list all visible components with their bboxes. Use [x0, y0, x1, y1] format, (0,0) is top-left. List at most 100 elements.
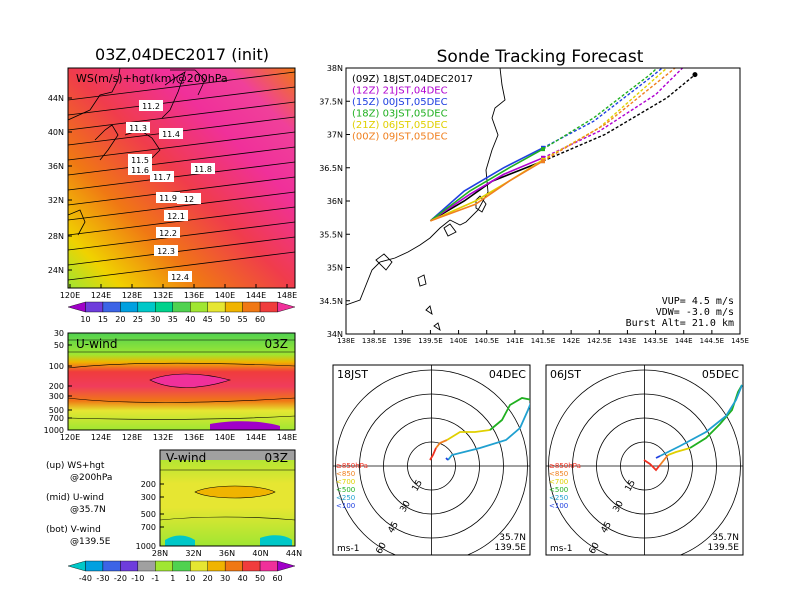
- hodograph-ring-label: 60: [588, 541, 603, 556]
- v-colorbar: -40 -30 -20 -10 -1 1 10 20 30 40 50 60: [67, 560, 296, 583]
- track-line-solid: [430, 160, 544, 222]
- track-lon-tick: 139.5E: [418, 337, 442, 345]
- hodograph-trace: [659, 454, 669, 466]
- burst-param: Burst Alt= 21.0 km: [626, 318, 734, 329]
- uwind-x-tick: 132E: [153, 433, 173, 442]
- vwind-frame: [159, 449, 296, 547]
- map-lon-tick: 136E: [184, 291, 204, 300]
- track-lon-tick: 139E: [393, 337, 411, 345]
- map-lon-tick: 124E: [91, 291, 111, 300]
- hodograph-unit: ms-1: [337, 544, 359, 554]
- hodograph-trace: [655, 455, 661, 459]
- track-legend-item: (00Z) 09JST,05DEC: [352, 132, 448, 143]
- vwind-time: 03Z: [265, 451, 289, 465]
- map-frame: [67, 67, 296, 289]
- vdw-param: VDW= -3.0 m/s: [656, 307, 734, 318]
- note-line: @139.5E: [70, 537, 111, 547]
- uwind-x-tick: 144E: [246, 433, 266, 442]
- contour-label: 11.8: [194, 165, 212, 174]
- v-colorbar-label: 50: [255, 574, 265, 583]
- hodograph-unit: ms-1: [550, 544, 572, 554]
- panel-descriptions: (up) WS+hgt @200hPa (mid) U-wind @35.7N (bot…: [46, 461, 112, 547]
- contour-label: 11.6: [131, 166, 149, 175]
- hodograph-ring-label: 45: [387, 520, 401, 535]
- uwind-label: U-wind: [76, 337, 117, 351]
- track-lat-ticks: 38N 37.5N 37N 36.5N 36N 35.5N 35N 34.5N 34N: [319, 64, 350, 339]
- track-lat-tick: 35N: [327, 264, 343, 273]
- ws-colorbar-label: 40: [185, 315, 195, 324]
- hodograph-trace: [446, 429, 491, 441]
- v-colorbar-label: -10: [131, 574, 144, 583]
- track-lon-tick: 142.5E: [587, 337, 611, 345]
- contour-label: 11.9: [159, 194, 177, 203]
- hodograph-level-legend: <500: [549, 486, 568, 494]
- contour-label: 11.2: [142, 102, 160, 111]
- track-lon-tick: 144E: [675, 337, 693, 345]
- hodograph-ring-label: 15: [411, 478, 425, 493]
- hodograph-lon: 139.5E: [495, 543, 527, 553]
- vwind-x-tick: 32N: [185, 549, 201, 558]
- hodograph-trace: [447, 402, 530, 461]
- vwind-panel: V-wind 03Z 200 300 500 700 1000 28N 32N 36N 40N…: [67, 449, 302, 583]
- hodograph-level-legend: <250: [336, 494, 355, 502]
- track-lon-tick: 138.5E: [362, 337, 386, 345]
- track-lat-tick: 35.5N: [319, 230, 343, 239]
- track-lat-tick: 37N: [327, 131, 343, 140]
- track-lon-tick: 140E: [450, 337, 468, 345]
- vwind-y-tick: 700: [141, 523, 156, 532]
- track-lon-tick: 143.5E: [643, 337, 667, 345]
- hodograph-level-legend: <850: [549, 470, 568, 478]
- track-line-dashed: [542, 68, 677, 162]
- track-burst-point: [541, 147, 545, 152]
- v-colorbar-label: 60: [272, 574, 282, 583]
- map-lat-tick: 28N: [48, 232, 64, 241]
- track-end-point: [687, 36, 692, 41]
- left-title: 03Z,04DEC2017 (init): [95, 45, 269, 64]
- uwind-y-tick: 50: [54, 341, 64, 350]
- v-colorbar-label: -1: [151, 574, 159, 583]
- ws-colorbar-label: 20: [115, 315, 125, 324]
- contour-label: 12.2: [159, 229, 177, 238]
- v-colorbar-label: 20: [203, 574, 213, 583]
- track-end-point: [692, 72, 698, 78]
- hodograph-trace: [659, 384, 743, 457]
- vwind-x-tick: 36N: [219, 549, 235, 558]
- map-lon-ticks: 120E 124E 128E 132E 136E 140E 144E 148E: [60, 284, 297, 300]
- vwind-x-tick: 44N: [286, 549, 302, 558]
- track-lines: [429, 36, 698, 222]
- ws-colorbar-label: 55: [238, 315, 248, 324]
- uwind-y-tick: 700: [49, 414, 64, 423]
- track-legend-item: (21Z) 06JST,05DEC: [352, 120, 448, 131]
- track-lon-tick: 144.5E: [700, 337, 724, 345]
- note-head: (mid) U-wind: [46, 493, 104, 503]
- uwind-x-tick: 128E: [122, 433, 142, 442]
- main-title: Sonde Tracking Forecast: [437, 47, 644, 67]
- track-lat-tick: 36N: [327, 197, 343, 206]
- map-lon-tick: 148E: [277, 291, 297, 300]
- note-head: (up) WS+hgt: [46, 461, 105, 471]
- track-line-solid: [429, 157, 544, 222]
- contour-label: 12.3: [157, 247, 175, 256]
- hodograph-level-legend: <700: [549, 478, 568, 486]
- vwind-x-tick: 28N: [152, 549, 168, 558]
- hodograph-trace: [435, 439, 448, 449]
- contour-label: 11.5: [131, 156, 149, 165]
- uwind-y-tick: 100: [49, 362, 64, 371]
- track-lon-tick: 142E: [562, 337, 580, 345]
- uwind-y-tick: 300: [49, 392, 64, 401]
- track-lon-tick: 141E: [506, 337, 524, 345]
- track-map-bg: [346, 68, 740, 334]
- v-colorbar-label: 30: [220, 574, 230, 583]
- uwind-frame: [67, 332, 296, 431]
- uwind-x-tick: 148E: [277, 433, 297, 442]
- map-lon-tick: 144E: [246, 291, 266, 300]
- vwind-y-tick: 200: [141, 480, 156, 489]
- hodograph-date: 04DEC: [489, 368, 526, 381]
- ws-colorbar-label: 25: [133, 315, 143, 324]
- hodograph-trace: [667, 447, 691, 456]
- uwind-x-tick: 124E: [91, 433, 111, 442]
- uwind-y-tick: 200: [49, 382, 64, 391]
- map-label: WS(m/s)+hgt(km)@200hPa: [76, 72, 228, 85]
